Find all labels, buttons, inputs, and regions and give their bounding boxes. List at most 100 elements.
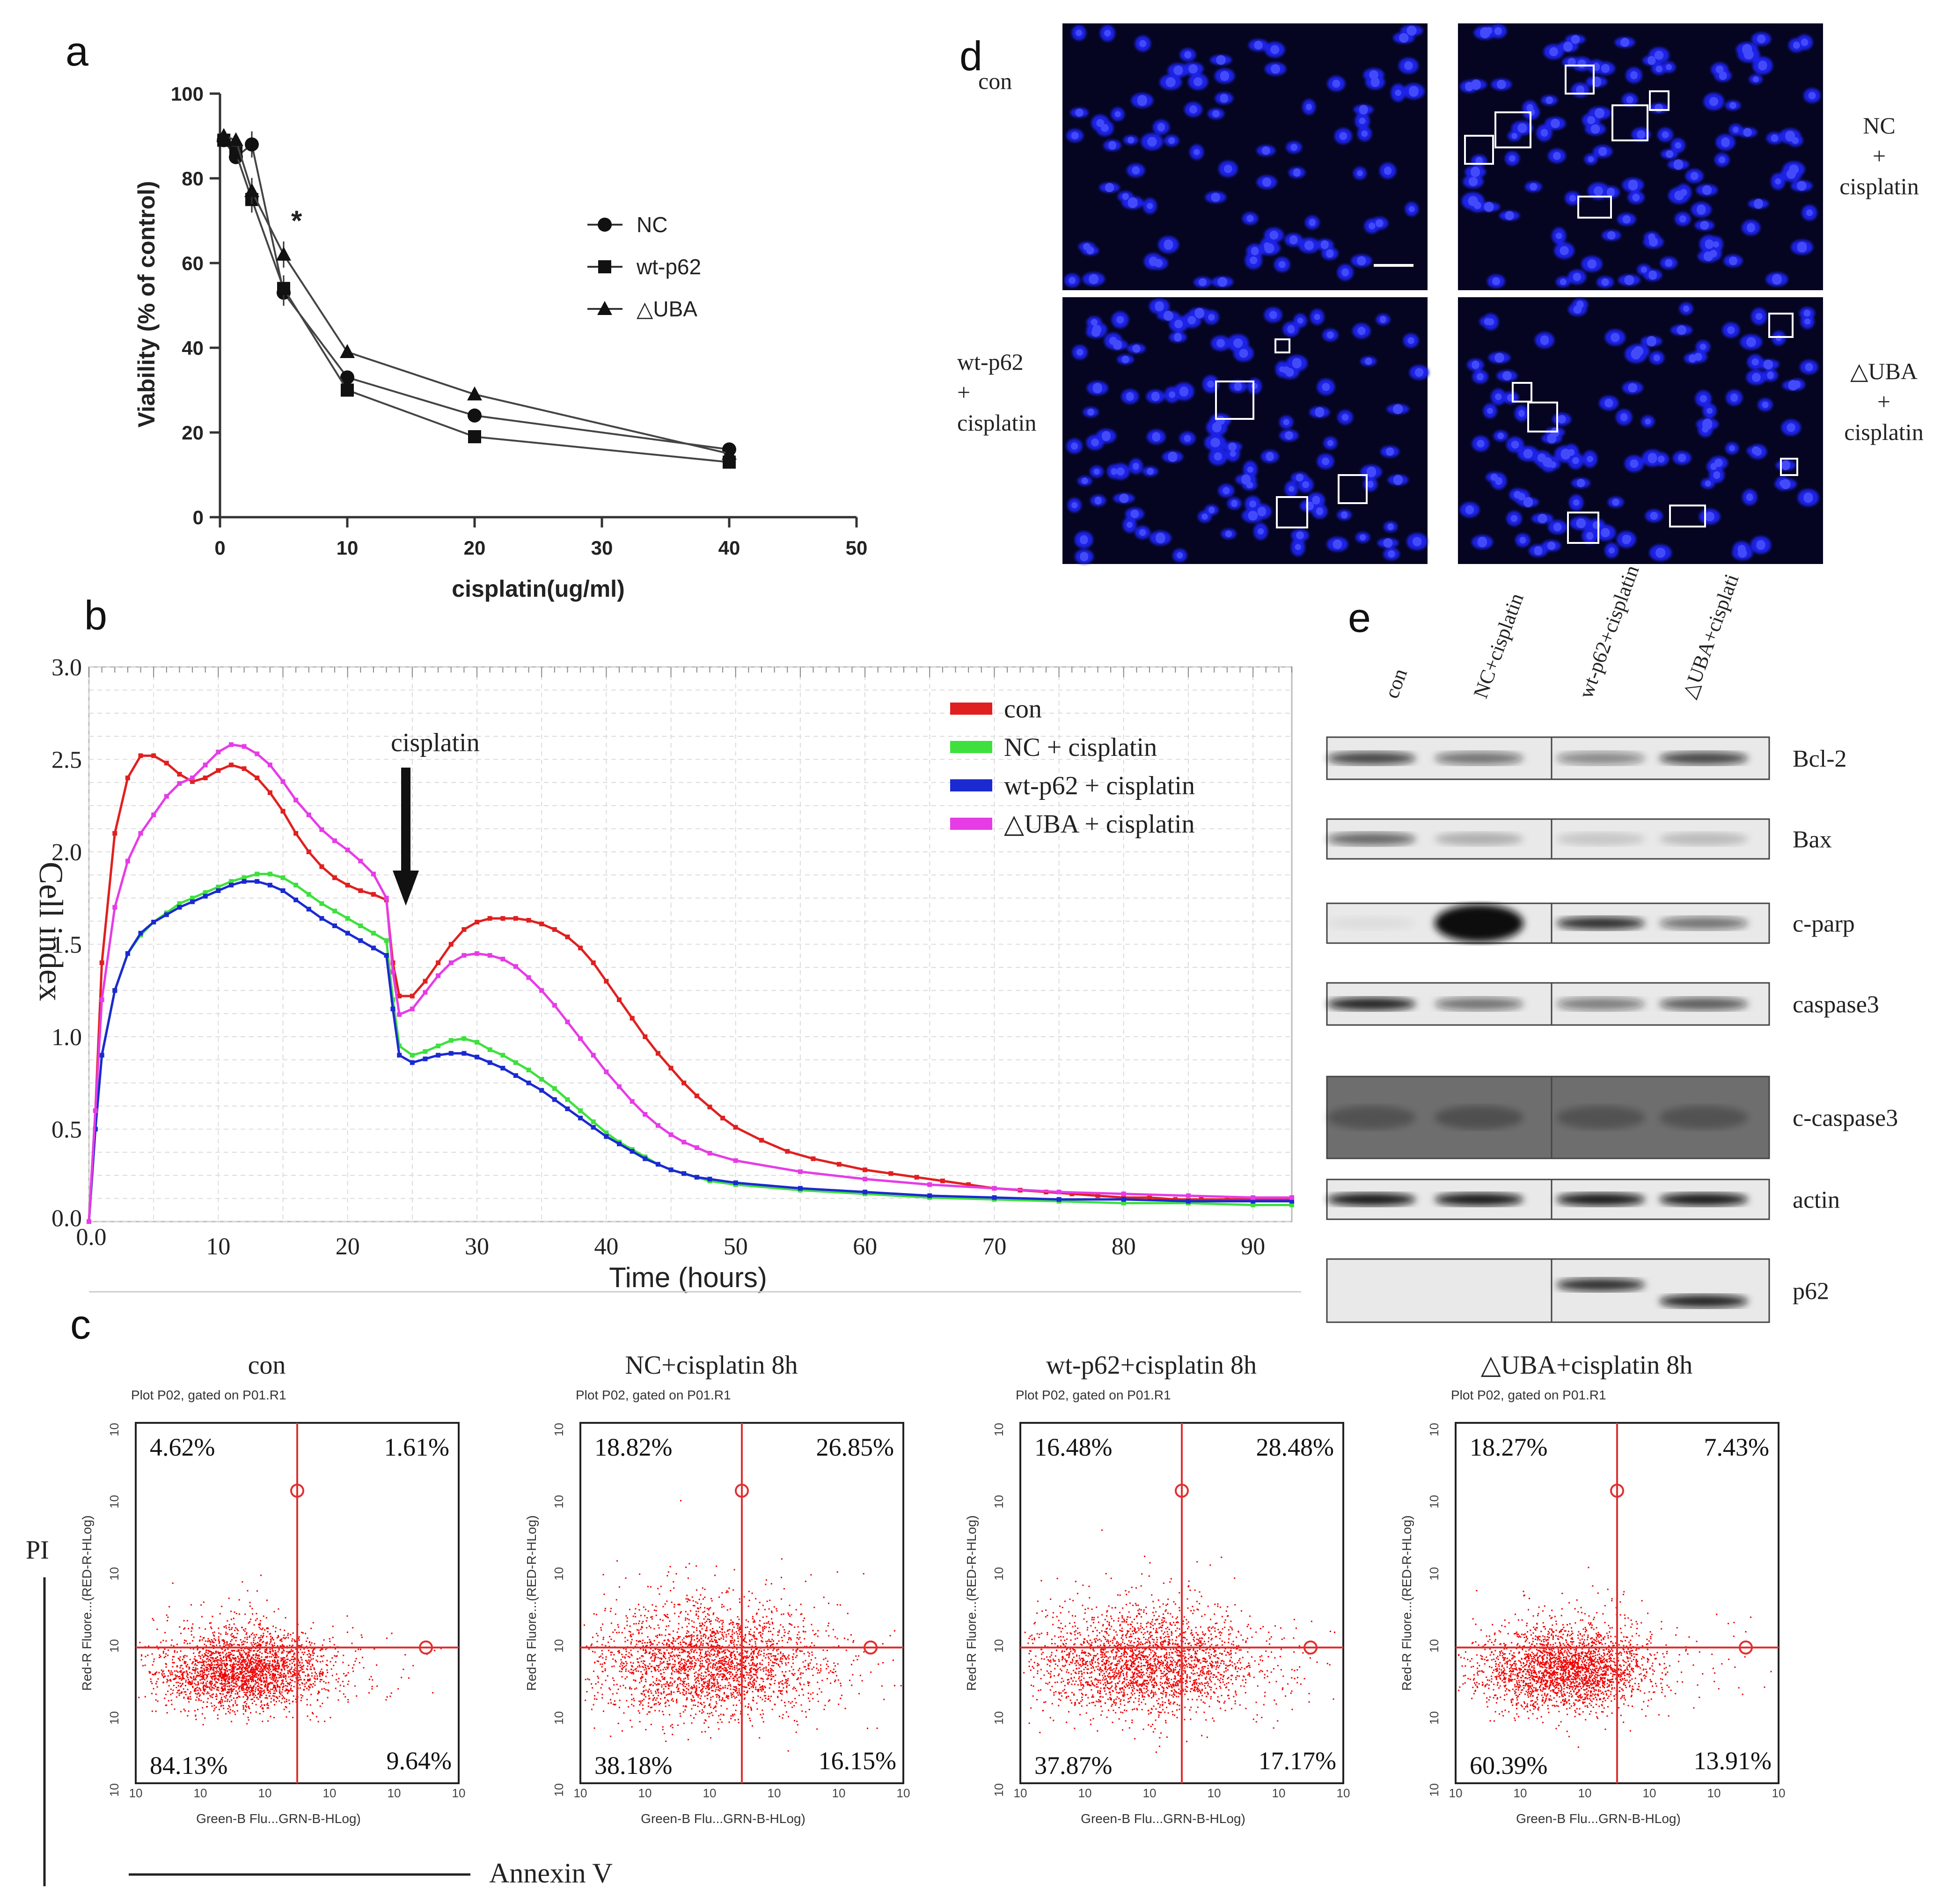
panel-c-y-tick-label: 10 [992, 1711, 1006, 1725]
panel-b-point [1056, 1189, 1062, 1194]
panel-d-label-nc: NC [1863, 112, 1895, 139]
panel-b-point [255, 879, 260, 884]
panel-d-apoptotic-box [1768, 313, 1794, 338]
panel-b-point [371, 945, 376, 951]
panel-b-point [1095, 1193, 1100, 1198]
panel-d-apoptotic-box [1464, 135, 1494, 165]
panel-b-point [513, 1073, 518, 1078]
panel-a-series-line [223, 135, 730, 455]
panel-d-apoptotic-box [1669, 505, 1706, 527]
panel-b-cell-index-chart: b 10 20 30 40 50 60 70 80 90 0.5 1.0 1.5 2.0 2.5 3.0 0.… [32, 592, 1301, 1293]
panel-a-x-tick-label: 40 [718, 537, 740, 559]
panel-b-point [190, 776, 195, 780]
panel-c-lower-left-pct: 60.39% [1470, 1751, 1547, 1780]
panel-b-point [267, 790, 272, 795]
panel-c-x-tick-label: 10 [1208, 1786, 1221, 1800]
panel-b-point [539, 922, 544, 927]
panel-b-point [836, 1162, 842, 1167]
panel-a-x-tick-label: 0 [214, 537, 225, 559]
panel-b-point [306, 907, 311, 912]
panel-e-band [1327, 997, 1416, 1011]
panel-b-y-tick-label: 1.0 [51, 1024, 82, 1051]
panel-b-point [293, 831, 299, 836]
panel-b-point [707, 1105, 712, 1110]
panel-b-point [475, 1040, 480, 1045]
panel-b-point [526, 1080, 531, 1085]
panel-b-point [358, 923, 363, 928]
panel-b-point [1173, 1197, 1178, 1202]
panel-c-event-cloud [1458, 1567, 1772, 1748]
panel-c-plot-title: con [248, 1351, 286, 1380]
panel-a-point [244, 183, 259, 198]
panel-b-point [591, 1119, 596, 1124]
panel-e-lane-label: NC+cisplatin [1469, 590, 1528, 702]
panel-b-point [578, 1036, 583, 1041]
panel-b-point [423, 1049, 428, 1054]
panel-b-point [371, 930, 376, 936]
panel-d-apoptotic-box [1649, 90, 1670, 111]
panel-e-band [1435, 1106, 1523, 1129]
panel-b-point [436, 1043, 441, 1048]
panel-b-point [513, 964, 518, 969]
panel-e-band [1327, 1193, 1416, 1206]
panel-b-point [423, 1056, 428, 1062]
panel-b-legend-label: con [1004, 695, 1042, 724]
panel-c-x-tick-label: 10 [1707, 1786, 1721, 1800]
panel-b-x-tick-label: 10 [206, 1233, 230, 1260]
panel-b-point [927, 1182, 932, 1187]
panel-b-point [461, 1036, 467, 1041]
panel-b-point [475, 920, 480, 925]
panel-c-y-tick-label: 10 [1427, 1783, 1441, 1797]
panel-b-point [371, 871, 376, 877]
panel-b-point [267, 871, 272, 877]
panel-b-cisplatin-arrow [393, 768, 419, 906]
panel-b-point [565, 1097, 570, 1102]
panel-b-point [539, 1076, 544, 1082]
panel-b-point [552, 1003, 557, 1008]
panel-b-point [255, 776, 260, 780]
panel-b-point [345, 883, 350, 888]
panel-b-point [604, 1069, 609, 1075]
panel-d-image-background [1062, 23, 1428, 290]
panel-c-x-tick-label: 10 [452, 1786, 466, 1800]
panel-d-apoptotic-box [1577, 196, 1612, 219]
panel-c-lower-left-pct: 37.87% [1034, 1751, 1112, 1780]
panel-b-point [448, 960, 454, 965]
panel-b-point [487, 1047, 492, 1052]
panel-c-lower-right-pct: 9.64% [387, 1747, 452, 1775]
panel-b-point [397, 994, 402, 999]
panel-a-legend-marker [597, 301, 612, 315]
panel-b-point [604, 1134, 609, 1139]
panel-b-point [125, 776, 130, 780]
panel-b-point [216, 888, 221, 893]
panel-b-x-tick-label: 70 [982, 1233, 1006, 1260]
panel-b-point [125, 858, 130, 864]
panel-b-point [1121, 1191, 1126, 1196]
panel-a-letter: a [66, 28, 88, 74]
panel-b-point [151, 920, 156, 925]
panel-d-nuclei [1460, 24, 1821, 288]
panel-b-point [177, 781, 182, 786]
panel-c-x-tick-label: 10 [1078, 1786, 1092, 1800]
panel-b-legend-swatch [950, 703, 992, 715]
panel-b-point [332, 838, 337, 843]
panel-e-band [1556, 997, 1645, 1011]
panel-c-x-tick-label: 10 [1578, 1786, 1592, 1800]
panel-b-point [345, 930, 350, 936]
panel-c-x-axis-caption: Green-B Flu...GRN-B-HLog) [196, 1811, 361, 1826]
panel-b-point [552, 927, 557, 932]
panel-b-point [1069, 1191, 1075, 1196]
panel-a-point [722, 446, 737, 460]
panel-b-point [242, 766, 247, 771]
panel-b-point [811, 1156, 816, 1161]
panel-c-gate-handle [735, 1484, 749, 1498]
panel-b-point [436, 973, 441, 978]
panel-b-point [228, 883, 234, 888]
panel-d-apoptotic-box [1567, 512, 1599, 544]
panel-b-legend-label: NC + cisplatin [1004, 733, 1157, 762]
panel-c-y-tick-label: 10 [552, 1495, 566, 1509]
panel-b-point [461, 927, 467, 932]
panel-b-point [371, 892, 376, 897]
panel-c-y-tick-label: 10 [992, 1783, 1006, 1797]
panel-c-x-tick-label: 10 [768, 1786, 781, 1800]
